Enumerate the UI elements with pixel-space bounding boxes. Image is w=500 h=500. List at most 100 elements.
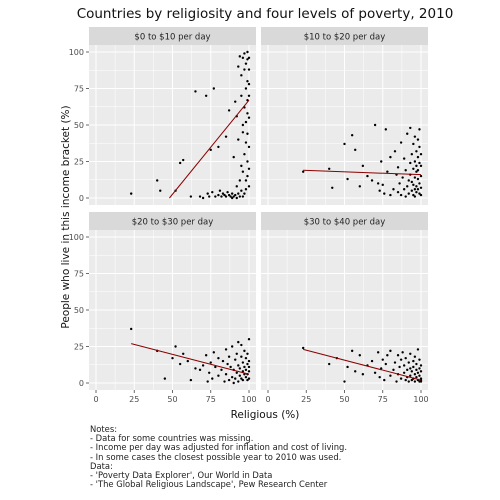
y-tick-label: 50	[74, 306, 84, 315]
data-point	[418, 182, 421, 185]
data-point	[229, 365, 232, 369]
data-point	[413, 380, 417, 383]
facet-panel: $20 to $30 per day 0 25 50 75 100 0 25 50 75 100	[69, 212, 257, 404]
data-point	[211, 190, 214, 194]
data-point	[241, 378, 245, 382]
data-point	[201, 196, 205, 200]
data-point	[346, 177, 349, 181]
data-point	[406, 368, 409, 372]
notes-line: Data:	[90, 460, 113, 471]
data-point	[247, 338, 251, 341]
data-point	[393, 150, 397, 153]
data-point	[419, 370, 423, 373]
data-point	[238, 367, 242, 370]
notes-block: Notes: - Data for some countries was mis…	[90, 424, 347, 489]
data-point	[243, 192, 246, 195]
data-point	[129, 192, 133, 195]
data-point	[246, 362, 249, 366]
data-point	[392, 368, 395, 372]
data-point	[247, 377, 251, 380]
data-point	[201, 364, 205, 367]
data-point	[378, 375, 381, 379]
data-point	[244, 62, 248, 65]
data-point	[244, 368, 248, 372]
data-point	[416, 169, 420, 172]
data-point	[402, 371, 406, 374]
data-point	[343, 142, 346, 146]
data-point	[220, 368, 223, 372]
x-tick-label: 50	[167, 395, 177, 404]
data-point	[243, 52, 246, 55]
data-point	[221, 359, 225, 363]
data-point	[416, 188, 420, 191]
data-point	[243, 365, 246, 369]
data-point	[178, 161, 182, 165]
data-point	[418, 145, 421, 149]
data-point	[247, 82, 251, 86]
data-point	[246, 378, 249, 382]
data-point	[418, 161, 421, 165]
notes-line: - Data for some countries was missing.	[90, 433, 254, 444]
data-point	[418, 358, 421, 361]
data-point	[415, 150, 418, 153]
data-point	[237, 380, 240, 383]
data-point	[378, 189, 381, 192]
data-point	[194, 367, 197, 370]
facet-strip-label: $10 to $20 per day	[304, 33, 386, 43]
data-point	[246, 50, 249, 54]
data-point	[396, 354, 400, 357]
data-point	[174, 345, 177, 348]
data-point	[406, 132, 409, 135]
data-point	[163, 377, 167, 380]
data-point	[389, 193, 392, 197]
data-point	[373, 371, 377, 374]
data-point	[247, 365, 251, 369]
notes-line: - 'Poverty Data Explorer', Our World in …	[90, 470, 273, 481]
data-point	[241, 195, 245, 198]
trend-line	[303, 169, 422, 176]
trend-line	[303, 348, 422, 381]
data-point	[247, 116, 251, 119]
data-point	[212, 87, 216, 90]
y-tick-label: 75	[74, 85, 84, 94]
data-point	[419, 380, 423, 383]
data-point	[413, 188, 417, 191]
data-point	[416, 177, 420, 181]
data-point	[413, 373, 417, 376]
data-point	[230, 192, 234, 195]
data-point	[358, 354, 361, 357]
data-point	[409, 367, 412, 370]
data-point	[389, 349, 392, 353]
data-point	[407, 179, 410, 182]
data-point	[419, 174, 423, 178]
data-point	[227, 355, 231, 358]
data-point	[399, 193, 403, 197]
facet-strip	[261, 212, 428, 230]
data-point	[198, 195, 202, 198]
data-point	[399, 377, 403, 380]
data-point	[370, 179, 374, 182]
data-point	[241, 131, 245, 134]
data-point	[415, 362, 418, 366]
data-point	[361, 373, 365, 376]
data-point	[247, 68, 251, 71]
data-point	[244, 375, 248, 379]
data-point	[208, 195, 211, 198]
data-point	[380, 160, 383, 163]
data-point	[204, 354, 208, 357]
data-point	[229, 195, 232, 198]
y-tick-label: 25	[74, 343, 84, 352]
data-point	[234, 377, 237, 380]
data-point	[244, 188, 248, 191]
data-point	[218, 189, 222, 192]
x-tick-label: 0	[93, 395, 98, 404]
data-point	[244, 179, 248, 182]
chart-title: Countries by religiosity and four levels…	[77, 6, 454, 22]
data-point	[247, 370, 251, 373]
data-point	[226, 190, 229, 194]
data-point	[418, 367, 421, 370]
y-tick-label: 0	[79, 194, 84, 203]
data-point	[376, 182, 380, 185]
data-point	[246, 80, 249, 83]
data-point	[407, 380, 410, 383]
